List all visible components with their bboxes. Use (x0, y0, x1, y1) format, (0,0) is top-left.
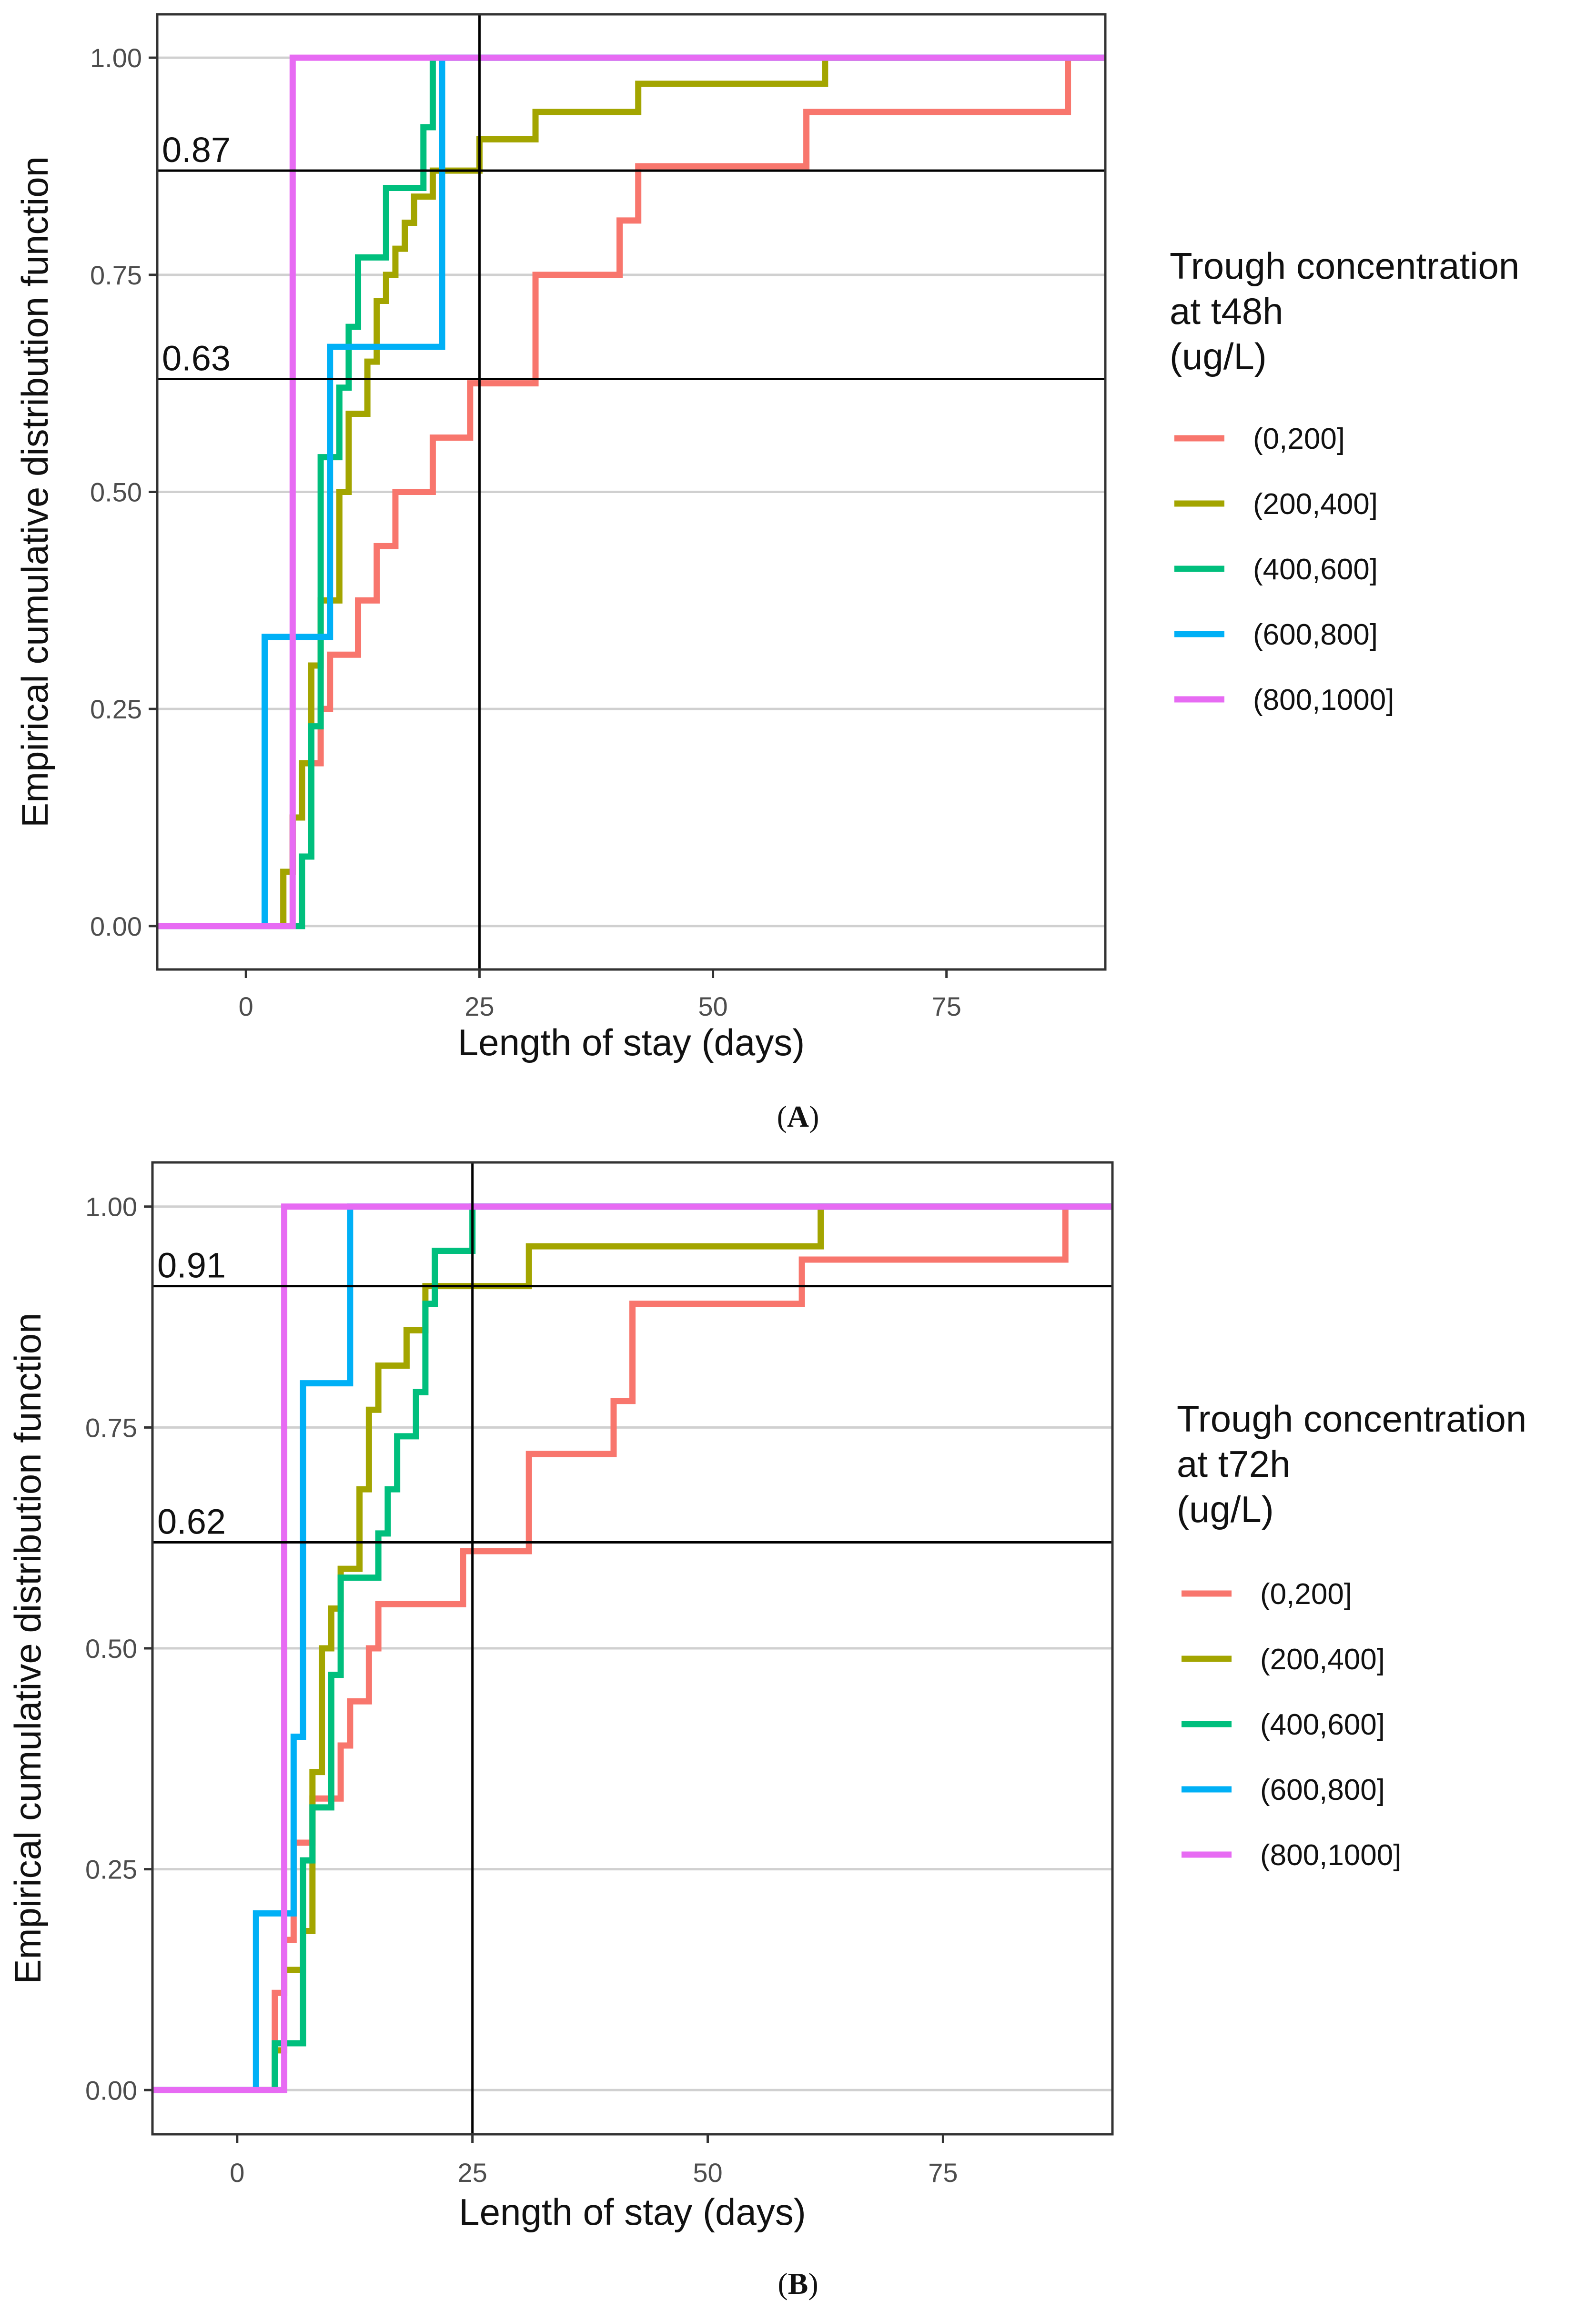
series-line--400-600- (152, 1203, 1112, 2093)
x-tick-label: 75 (932, 991, 961, 1021)
y-tick-label: 0.50 (85, 1634, 137, 1664)
panel-caption: (A) (777, 1100, 819, 1133)
x-tick-label: 50 (693, 2158, 722, 2188)
reference-line-label: 0.63 (162, 339, 231, 378)
x-tick-label: 75 (928, 2158, 958, 2188)
legend-title: at t48h (1170, 290, 1283, 332)
y-tick-label: 0.25 (90, 694, 142, 724)
y-tick-label: 0.75 (90, 260, 142, 290)
series-line--200-400- (157, 54, 1105, 929)
y-tick-label: 1.00 (85, 1192, 137, 1222)
series-line--0-200- (152, 1203, 1112, 2093)
legend-label: (0,200] (1260, 1578, 1352, 1611)
series-line--800-1000- (152, 1203, 1112, 2093)
series-line--600-800- (152, 1203, 1112, 2093)
legend-title: Trough concentration (1177, 1398, 1526, 1440)
series-line--400-600- (157, 54, 1105, 929)
reference-line-label: 0.62 (157, 1502, 226, 1541)
legend-label: (200,400] (1260, 1643, 1385, 1676)
x-axis-title: Length of stay (days) (458, 1021, 805, 1063)
y-tick-label: 0.00 (85, 2075, 137, 2105)
series-line--600-800- (157, 54, 1105, 929)
legend-label: (0,200] (1253, 423, 1345, 455)
legend-label: (200,400] (1253, 488, 1378, 521)
x-axis-title: Length of stay (days) (459, 2191, 806, 2233)
panel-caption: (B) (778, 2267, 818, 2301)
y-tick-label: 0.50 (90, 477, 142, 507)
y-axis-title: Empirical cumulative distribution functi… (14, 156, 56, 828)
y-tick-label: 0.75 (85, 1413, 137, 1443)
y-tick-label: 0.25 (85, 1855, 137, 1885)
x-tick-label: 25 (465, 991, 494, 1021)
reference-line-label: 0.87 (162, 130, 231, 170)
chart-panel-a: 0.87 0.63 0.00 0.25 0.50 0.75 1.00 0 25 50 75 Lengt… (14, 13, 1519, 1133)
x-tick-label: 25 (458, 2158, 487, 2188)
y-axis-title: Empirical cumulative distribution functi… (7, 1313, 49, 1984)
legend-label: (400,600] (1253, 553, 1378, 586)
x-tick-label: 0 (239, 991, 253, 1021)
x-tick-label: 0 (230, 2158, 244, 2188)
x-tick-label: 50 (698, 991, 727, 1021)
series-line--800-1000- (157, 54, 1105, 929)
legend-label: (400,600] (1260, 1708, 1385, 1741)
legend-title: Trough concentration (1170, 245, 1519, 287)
reference-line-label: 0.91 (157, 1246, 226, 1285)
legend-label: (800,1000] (1260, 1839, 1401, 1872)
legend-label: (600,800] (1260, 1774, 1385, 1806)
legend-title: at t72h (1177, 1443, 1291, 1485)
legend-label: (800,1000] (1253, 684, 1394, 717)
y-tick-label: 1.00 (90, 43, 142, 73)
legend-title: (ug/L) (1177, 1488, 1274, 1530)
legend-title: (ug/L) (1170, 335, 1267, 377)
y-tick-label: 0.00 (90, 911, 142, 941)
chart-panel-b: 0.91 0.62 0.00 0.25 0.50 0.75 1.00 0 25 50 75 Lengt… (7, 1161, 1526, 2301)
legend-label: (600,800] (1253, 618, 1378, 651)
